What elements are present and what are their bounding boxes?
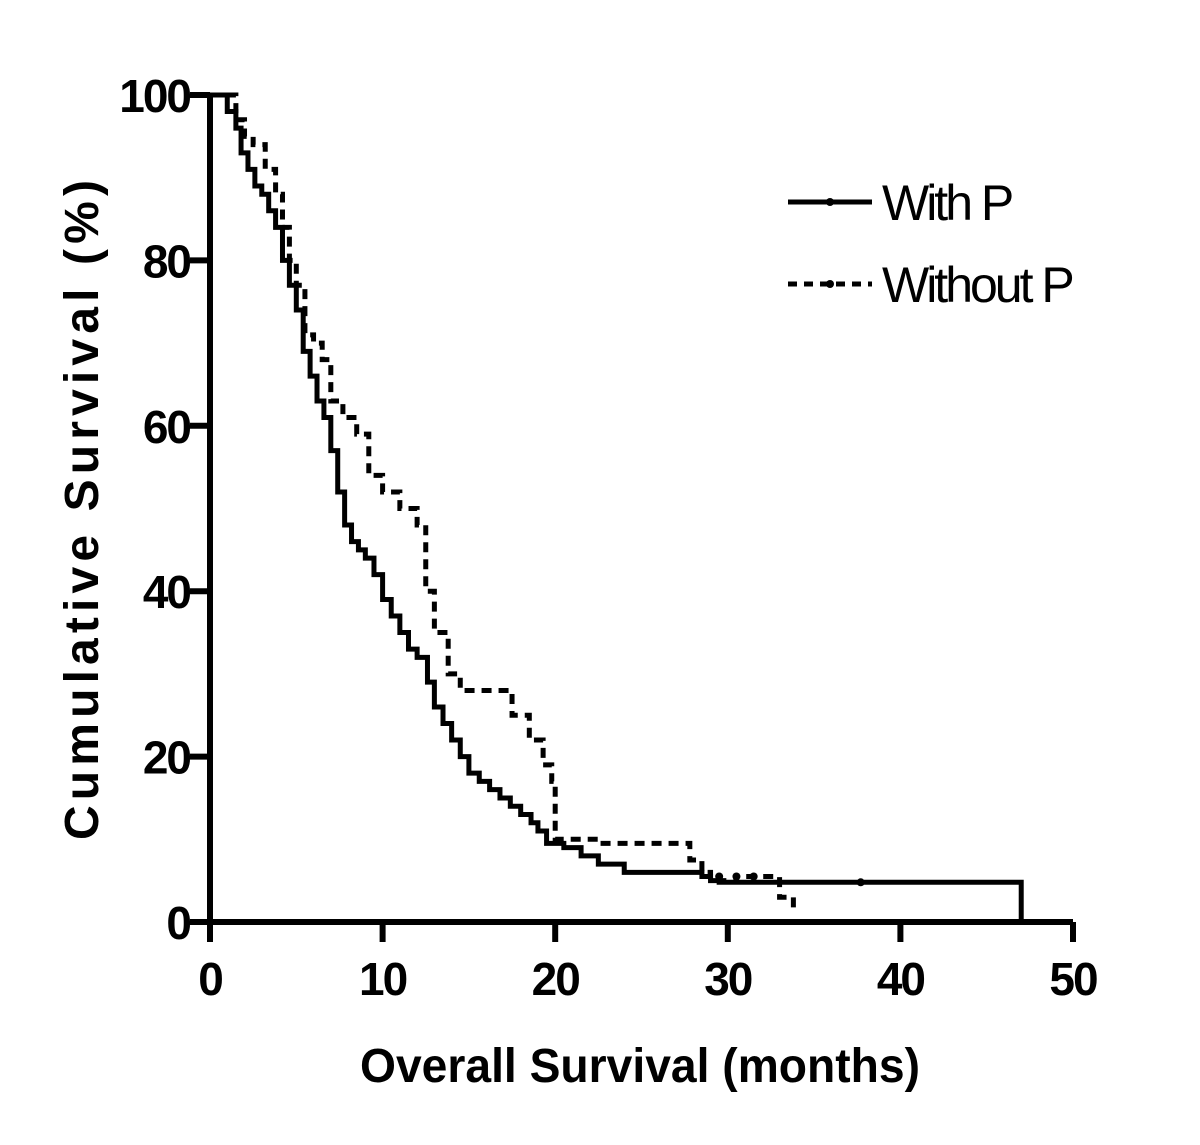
y-tick-label: 40 — [143, 566, 191, 618]
censor-mark — [749, 872, 758, 881]
y-axis-title: Cumulative Survival (%) — [56, 180, 109, 840]
y-tick-label: 100 — [119, 70, 190, 122]
legend-marker-without-p — [826, 280, 834, 288]
y-axis-ticks: 0 20 40 60 80 100 — [119, 70, 210, 949]
y-tick-label: 60 — [143, 401, 191, 453]
legend-label-with-p: With P — [882, 175, 1012, 231]
axes — [207, 95, 1073, 925]
y-tick-label: 80 — [143, 235, 191, 287]
legend-item-with-p: With P — [788, 175, 1015, 231]
y-tick-label: 20 — [143, 732, 191, 784]
x-tick-label: 40 — [877, 953, 925, 1005]
legend: With P Without P — [788, 175, 1075, 313]
plot-lines — [210, 92, 1024, 922]
censor-mark — [715, 872, 724, 881]
x-axis-title: Overall Survival (months) — [360, 1040, 920, 1093]
legend-marker-with-p — [826, 198, 834, 206]
x-tick-label: 10 — [359, 953, 407, 1005]
x-tick-label: 20 — [532, 953, 580, 1005]
series-line-without-p — [210, 92, 796, 910]
censor-mark — [732, 872, 741, 881]
y-tick-label: 0 — [166, 897, 190, 949]
legend-item-without-p: Without P — [788, 257, 1075, 313]
x-tick-label: 30 — [704, 953, 752, 1005]
legend-label-without-p: Without P — [882, 257, 1072, 313]
x-axis-ticks: 0 10 20 30 40 50 — [198, 922, 1099, 1005]
x-tick-label: 50 — [1049, 953, 1097, 1005]
x-tick-label: 0 — [198, 953, 222, 1005]
censor-mark — [856, 878, 865, 887]
